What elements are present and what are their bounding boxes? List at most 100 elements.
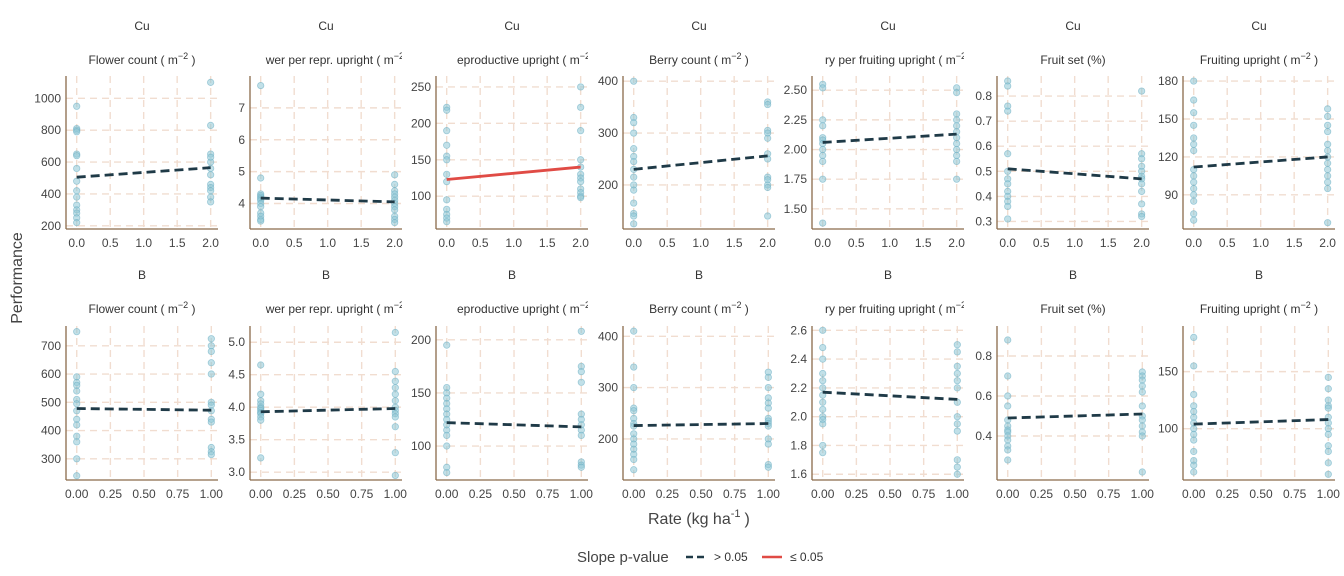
x-tick-label: 1.00 <box>1131 487 1155 501</box>
x-tick-label: 0.00 <box>1182 487 1206 501</box>
panel-title: wer per repr. upright ( m−2 <box>265 51 404 67</box>
y-tick-label: 150 <box>411 153 431 167</box>
data-point <box>953 116 961 124</box>
x-tick-label: 0.75 <box>1097 487 1121 501</box>
data-point <box>819 326 827 334</box>
data-point <box>257 416 265 424</box>
x-tick-label: 1.5 <box>169 236 186 250</box>
x-axis-title-text: Rate (kg ha <box>648 511 731 528</box>
y-tick-label: 0.6 <box>975 139 992 153</box>
data-point <box>1324 165 1332 174</box>
panel-strip-label: Cu <box>1251 19 1266 33</box>
y-tick-label: 300 <box>41 452 61 466</box>
data-point <box>819 343 827 352</box>
data-point <box>630 455 638 464</box>
data-point <box>819 84 827 92</box>
data-point <box>1138 212 1146 221</box>
data-point <box>1138 155 1146 163</box>
panel-11: B Berry count ( m−2 ) 0.00 0.25 0.50 0.75 1.00… <box>598 268 780 501</box>
data-point <box>1138 468 1146 476</box>
data-point <box>391 206 399 214</box>
data-point <box>630 119 638 127</box>
data-point <box>953 145 961 154</box>
data-point <box>819 398 827 406</box>
trend-line-nonsignificant <box>260 407 396 414</box>
data-point <box>257 174 265 182</box>
data-point <box>443 196 451 204</box>
legend-title: Slope p-value <box>577 549 669 566</box>
data-point <box>257 217 265 225</box>
x-tick-label: 0.75 <box>723 487 747 501</box>
data-point <box>73 421 81 429</box>
data-point <box>577 83 585 91</box>
panel-title: Berry count ( m−2 ) <box>649 51 749 67</box>
panel-strip-label: Cu <box>1065 19 1080 33</box>
y-tick-label: 150 <box>1158 112 1178 126</box>
data-point <box>207 418 215 426</box>
panel-title: Flower count ( m−2 ) <box>89 51 196 67</box>
panel-title: ry per fruiting upright ( m−2 <box>825 300 966 316</box>
x-tick-label: 1.0 <box>881 236 898 250</box>
data-point <box>443 127 451 135</box>
data-point <box>207 158 215 166</box>
panel-grid: Cu Flower count ( m−2 ) 0.0 0.5 1.0 1.5 2.0 200… <box>34 19 1340 501</box>
y-tick-label: 1.75 <box>784 172 808 186</box>
data-point <box>1004 202 1012 211</box>
data-point <box>630 327 638 335</box>
data-point <box>1324 128 1332 136</box>
y-tick-label: 6 <box>238 133 245 147</box>
data-point <box>1190 140 1198 148</box>
y-tick-label: 0.8 <box>975 349 992 363</box>
y-tick-label: 3.5 <box>228 433 245 447</box>
data-point <box>73 438 81 446</box>
data-point <box>1190 436 1198 444</box>
data-point <box>73 328 81 336</box>
trend-line-nonsignificant <box>633 154 768 171</box>
panel-strip-label: Cu <box>504 19 519 33</box>
x-tick-label: 0.50 <box>502 487 526 501</box>
x-tick-label: 1.0 <box>505 236 522 250</box>
panel-strip-label: Cu <box>318 19 333 33</box>
data-point <box>1190 390 1198 399</box>
x-axis-title: Rate (kg ha-1) <box>648 508 750 528</box>
data-point <box>257 361 265 369</box>
data-point <box>73 128 81 136</box>
x-tick-label: 0.75 <box>1283 487 1307 501</box>
x-tick-label: 0.25 <box>99 487 123 501</box>
data-point <box>391 367 399 376</box>
y-tick-label: 400 <box>598 329 618 343</box>
data-point <box>630 199 638 207</box>
data-point <box>73 187 81 195</box>
data-point <box>953 427 961 435</box>
trend-line-nonsignificant <box>76 407 212 412</box>
data-point <box>257 454 265 462</box>
data-point <box>953 175 961 183</box>
y-tick-label: 250 <box>411 80 431 94</box>
data-point <box>1324 404 1332 412</box>
data-point <box>207 198 215 206</box>
data-point <box>577 178 585 186</box>
data-point <box>1138 422 1146 430</box>
data-point <box>819 420 827 428</box>
x-tick-label: 1.5 <box>353 236 370 250</box>
data-point <box>1324 184 1332 193</box>
data-point <box>1324 430 1332 438</box>
data-point <box>1138 382 1146 390</box>
y-tick-label: 150 <box>1158 365 1178 379</box>
x-tick-label: 0.5 <box>1219 236 1236 250</box>
x-tick-label: 0.75 <box>536 487 560 501</box>
data-point <box>391 390 399 398</box>
data-point <box>391 397 399 405</box>
data-point <box>1004 456 1012 464</box>
data-point <box>953 384 961 392</box>
data-point <box>953 157 961 165</box>
data-point <box>630 363 638 371</box>
data-point <box>630 145 638 153</box>
panel-title: Fruiting upright ( m−2 ) <box>1200 300 1318 316</box>
svg-text:Rate (kg ha-1): Rate (kg ha-1) <box>648 508 750 528</box>
data-point <box>1324 172 1332 180</box>
trend-line-nonsignificant <box>446 421 582 429</box>
panel-strip-label: B <box>695 268 703 282</box>
panel-title: wer per repr. upright ( m−2 <box>265 300 404 316</box>
x-tick-label: 0.50 <box>1063 487 1087 501</box>
